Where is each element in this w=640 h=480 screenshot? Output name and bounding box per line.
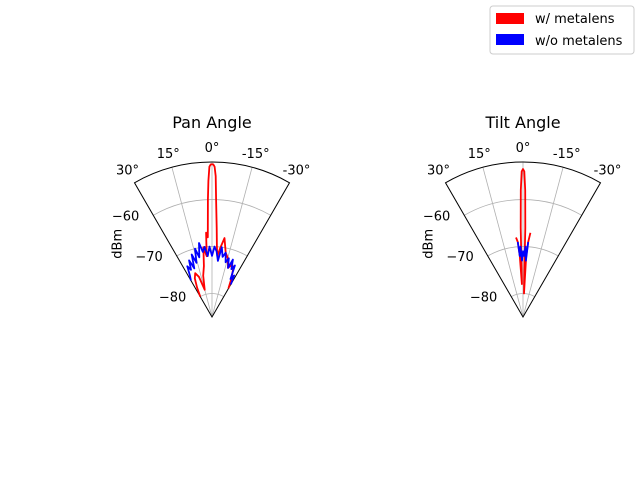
r-gridline (487, 246, 559, 257)
theta-tick-label: 15° (468, 147, 491, 162)
polar-chart-2: 30° 15° 0° -15° -30° −60 −70 −80 dBm Tilt Angle (422, 113, 622, 319)
r-tick-label: −80 (470, 291, 497, 306)
legend-label-wo-metalens: w/o metalens (535, 34, 623, 49)
chart-title: Tilt Angle (484, 113, 560, 132)
polar-frame (133, 161, 291, 319)
theta-gridline (522, 167, 564, 318)
theta-tick-label: 0° (205, 141, 220, 156)
theta-tick-label: 0° (516, 141, 531, 156)
theta-tick-label: -30° (594, 164, 622, 179)
series-line-w-metalens (515, 168, 532, 295)
r-gridline (200, 293, 224, 298)
r-gridline (153, 199, 271, 216)
chart-title: Pan Angle (172, 113, 252, 132)
r-gridline (176, 246, 248, 257)
legend-label-w-metalens: w/ metalens (535, 12, 615, 27)
theta-tick-label: -30° (283, 164, 311, 179)
r-axis-label: dBm (422, 229, 437, 259)
series-line-wo-metalens (186, 242, 236, 285)
theta-gridline (211, 167, 253, 318)
r-axis-label: dBm (111, 229, 126, 259)
r-tick-label: −80 (159, 291, 186, 306)
legend-frame (489, 5, 635, 55)
theta-tick-label: 30° (427, 164, 450, 179)
theta-tick-label: 30° (116, 164, 139, 179)
r-gridline (464, 199, 582, 216)
r-tick-label: −60 (423, 209, 450, 224)
r-tick-label: −70 (135, 250, 162, 265)
polar-frame (444, 161, 602, 319)
legend-swatch-w-metalens (496, 13, 524, 24)
theta-gridline (482, 167, 524, 318)
theta-tick-label: -15° (553, 147, 581, 162)
legend: w/ metalens w/o metalens (489, 5, 635, 55)
theta-tick-label: -15° (242, 147, 270, 162)
legend-swatch-wo-metalens (496, 34, 524, 45)
r-tick-label: −60 (112, 209, 139, 224)
series-line-wo-metalens (516, 241, 530, 262)
theta-gridline (171, 167, 213, 318)
r-tick-label: −70 (446, 250, 473, 265)
series-line-w-metalens (193, 163, 234, 298)
theta-tick-label: 15° (157, 147, 180, 162)
r-gridline (511, 293, 535, 298)
polar-chart-1: 30° 15° 0° -15° -30° −60 −70 −80 dBm Pan Angle (111, 113, 311, 319)
